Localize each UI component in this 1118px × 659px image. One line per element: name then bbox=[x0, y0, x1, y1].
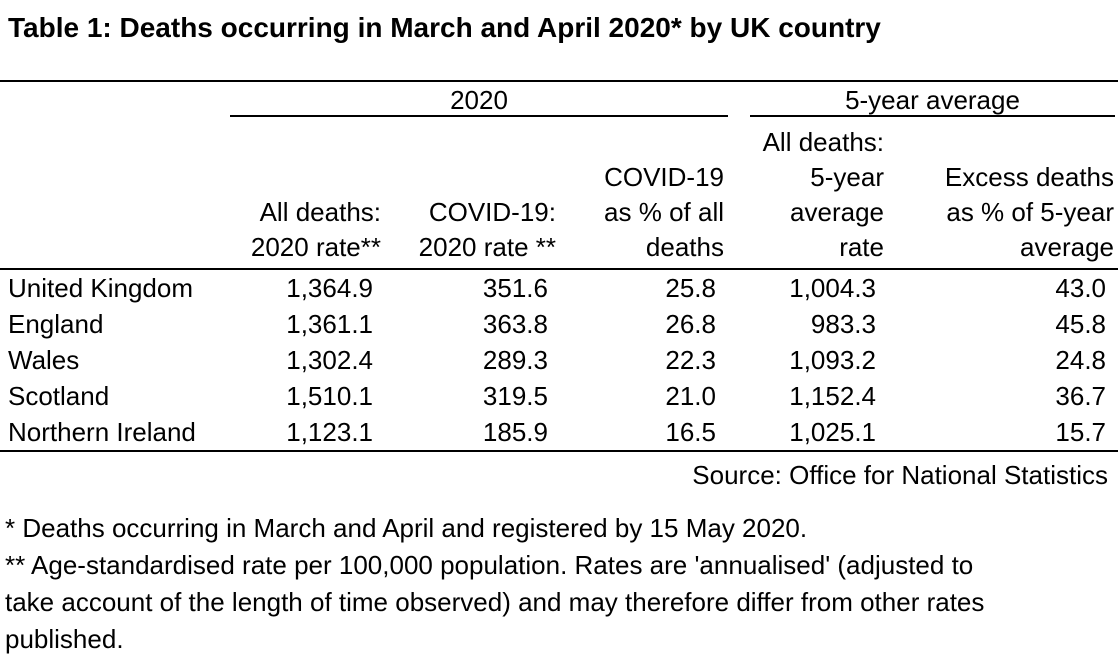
cell-all-deaths-2020-rate: 1,123.1 bbox=[230, 414, 385, 452]
table-row: United Kingdom 1,364.9 351.6 25.8 1,004.… bbox=[0, 269, 1118, 306]
cell-all-deaths-5yr-avg-rate: 1,004.3 bbox=[789, 273, 876, 303]
table-row: Scotland 1,510.1 319.5 21.0 1,152.4 36.7 bbox=[0, 378, 1118, 414]
cell-covid19-pct-of-all-deaths: 22.3 bbox=[665, 345, 716, 375]
footnote-asterisk: * Deaths occurring in March and April an… bbox=[5, 513, 808, 543]
table-row: Northern Ireland 1,123.1 185.9 16.5 1,02… bbox=[0, 414, 1118, 452]
column-header-all-deaths-2020-rate: All deaths: 2020 rate** bbox=[230, 117, 385, 270]
cell-covid19-2020-rate: 289.3 bbox=[482, 345, 548, 375]
cell-excess-deaths-pct: 15.7 bbox=[888, 414, 1118, 452]
column-header-all-deaths-5yr-avg-rate: All deaths: 5-year average rate bbox=[728, 117, 888, 270]
cell-excess-deaths-pct: 36.7 bbox=[1055, 381, 1107, 411]
cell-covid19-pct-of-all-deaths: 16.5 bbox=[560, 414, 728, 452]
group-header-5-year-average: 5-year average bbox=[750, 82, 1116, 117]
table-row: Wales 1,302.4 289.3 22.3 1,093.2 24.8 bbox=[0, 342, 1118, 378]
group-header-row: 2020 5-year average bbox=[0, 80, 1118, 117]
cell-country: Wales bbox=[8, 345, 80, 375]
column-header-covid19-pct-of-all-deaths: COVID-19 as % of all deaths bbox=[560, 117, 728, 270]
cell-covid19-pct-of-all-deaths: 26.8 bbox=[665, 309, 716, 339]
cell-excess-deaths-pct: 24.8 bbox=[1055, 345, 1107, 375]
cell-all-deaths-5yr-avg-rate: 1,025.1 bbox=[728, 414, 888, 452]
cell-all-deaths-5yr-avg-rate: 983.3 bbox=[810, 309, 876, 339]
cell-all-deaths-2020-rate: 1,510.1 bbox=[286, 381, 373, 411]
column-header-covid19-2020-rate: COVID-19: 2020 rate ** bbox=[385, 117, 560, 270]
cell-covid19-2020-rate: 319.5 bbox=[482, 381, 548, 411]
footnotes: * Deaths occurring in March and April an… bbox=[5, 510, 1118, 658]
page: Table 1: Deaths occurring in March and A… bbox=[0, 8, 1118, 659]
column-header-row: All deaths: 2020 rate** COVID-19: 2020 r… bbox=[0, 117, 1118, 270]
cell-covid19-2020-rate: 363.8 bbox=[482, 309, 548, 339]
cell-country: England bbox=[8, 309, 104, 339]
footnote-double-asterisk: ** Age-standardised rate per 100,000 pop… bbox=[5, 550, 985, 654]
column-header-country bbox=[0, 117, 230, 270]
cell-all-deaths-2020-rate: 1,302.4 bbox=[286, 345, 373, 375]
cell-excess-deaths-pct: 43.0 bbox=[1055, 273, 1107, 303]
cell-all-deaths-5yr-avg-rate: 1,093.2 bbox=[789, 345, 876, 375]
cell-excess-deaths-pct: 45.8 bbox=[1055, 309, 1107, 339]
cell-covid19-2020-rate: 351.6 bbox=[482, 273, 548, 303]
deaths-table: 2020 5-year average All deaths: 2020 rat… bbox=[0, 80, 1118, 452]
page-title: Table 1: Deaths occurring in March and A… bbox=[8, 12, 881, 43]
source-note: Source: Office for National Statistics bbox=[692, 460, 1108, 490]
cell-country: Northern Ireland bbox=[0, 414, 230, 452]
group-header-2020: 2020 bbox=[230, 82, 728, 117]
cell-country: Scotland bbox=[8, 381, 110, 411]
cell-covid19-pct-of-all-deaths: 21.0 bbox=[665, 381, 716, 411]
group-header-empty bbox=[0, 80, 230, 117]
cell-all-deaths-2020-rate: 1,361.1 bbox=[286, 309, 373, 339]
cell-all-deaths-5yr-avg-rate: 1,152.4 bbox=[789, 381, 876, 411]
table-row: England 1,361.1 363.8 26.8 983.3 45.8 bbox=[0, 306, 1118, 342]
column-header-excess-deaths-pct: Excess deaths as % of 5-year average bbox=[888, 117, 1118, 270]
cell-covid19-pct-of-all-deaths: 25.8 bbox=[665, 273, 716, 303]
cell-covid19-2020-rate: 185.9 bbox=[385, 414, 560, 452]
cell-all-deaths-2020-rate: 1,364.9 bbox=[286, 273, 373, 303]
cell-country: United Kingdom bbox=[8, 273, 193, 303]
